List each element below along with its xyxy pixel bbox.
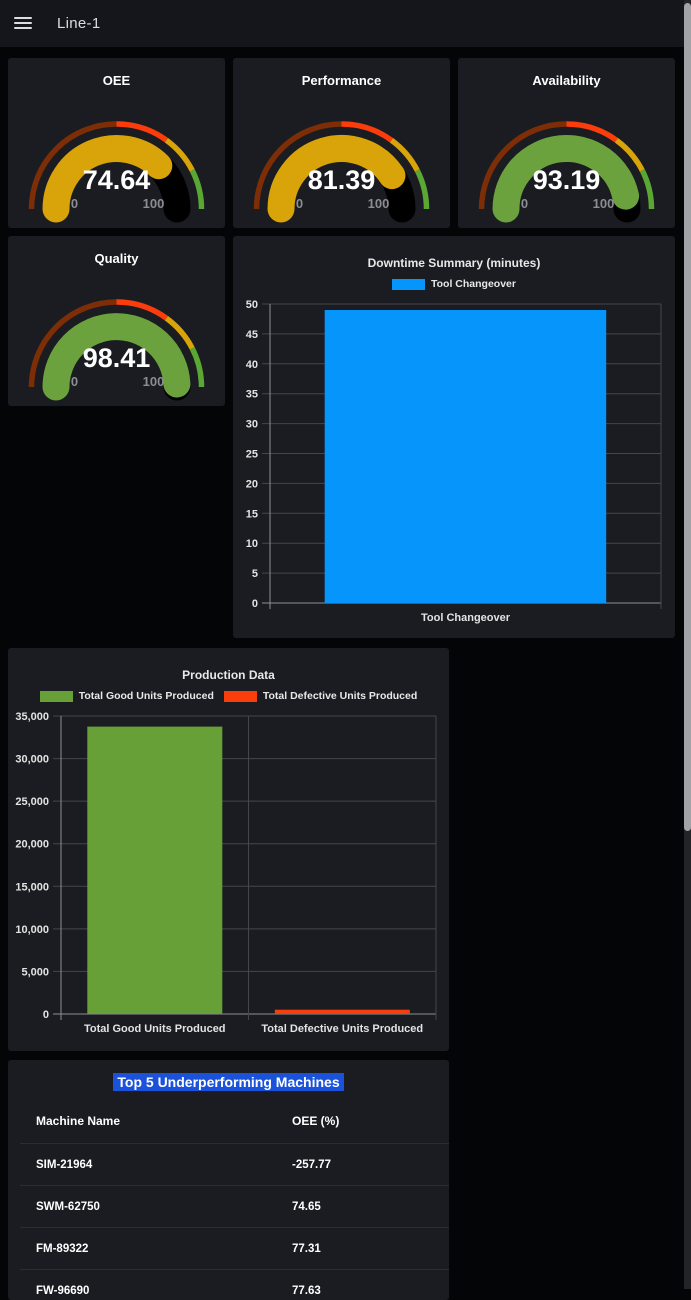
x-axis-category-label: Total Defective Units Produced [261, 1023, 423, 1035]
panel-performance-gauge: Performance 81.39 0 100 [233, 58, 450, 228]
legend-swatch [392, 279, 425, 290]
table-row: SIM-21964 -257.77 [20, 1144, 449, 1186]
availability-gauge: 93.19 0 100 [458, 108, 675, 228]
table-header-row: Machine Name OEE (%) [20, 1104, 449, 1144]
oee-value-cell: -257.77 [276, 1144, 449, 1186]
quality-gauge: 98.41 0 100 [8, 286, 225, 406]
panel-title-availability[interactable]: Availability [458, 73, 675, 88]
table-row: FM-89322 77.31 [20, 1228, 449, 1270]
machine-name-cell: SIM-21964 [20, 1144, 276, 1186]
y-axis-tick-label: 25,000 [15, 796, 49, 808]
legend-label: Tool Changeover [431, 278, 516, 290]
panel-availability-gauge: Availability 93.19 0 100 [458, 58, 675, 228]
y-axis-tick-label: 10,000 [15, 924, 49, 936]
oee-gauge: 74.64 0 100 [8, 108, 225, 228]
panel-title-quality[interactable]: Quality [8, 251, 225, 266]
gauge-max-label: 100 [143, 374, 165, 389]
y-axis-tick-label: 20 [246, 478, 258, 490]
y-axis-tick-label: 5 [252, 568, 258, 580]
panel-production-data: 0 5,000 10,000 15,000 20,000 25,000 30,000 35,0… [8, 648, 449, 1051]
gauge-threshold-arc [192, 170, 201, 209]
gauge-value: 81.39 [308, 165, 376, 195]
gauge-min-label: 0 [296, 196, 303, 211]
panel-title-performance[interactable]: Performance [233, 73, 450, 88]
y-axis-tick-label: 15 [246, 508, 258, 520]
y-axis-tick-label: 35,000 [15, 711, 49, 723]
panel-oee-gauge: OEE 74.64 0 100 [8, 58, 225, 228]
table-title: Top 5 Underperforming Machines [113, 1073, 343, 1091]
production-legend: Total Good Units Produced Total Defective… [8, 690, 449, 702]
column-header-machine-name: Machine Name [20, 1104, 276, 1144]
gauge-value: 74.64 [83, 165, 151, 195]
oee-value-cell: 77.31 [276, 1228, 449, 1270]
y-axis-tick-label: 25 [246, 449, 258, 461]
gauge-value: 93.19 [533, 165, 601, 195]
gauge-threshold-arc [192, 348, 201, 387]
y-axis-tick-label: 5,000 [21, 966, 49, 978]
gauge-max-label: 100 [593, 196, 615, 211]
page-scrollbar-thumb[interactable] [684, 3, 691, 831]
y-axis-tick-label: 15,000 [15, 881, 49, 893]
gauge-max-label: 100 [368, 196, 390, 211]
y-axis-tick-label: 0 [252, 598, 258, 610]
top-nav-bar: Line-1 [0, 0, 691, 47]
panel-downtime-summary: 0 5 10 15 20 25 30 35 40 45 50 Tool Changeover Down… [233, 236, 675, 638]
performance-gauge: 81.39 0 100 [233, 108, 450, 228]
y-axis-tick-label: 20,000 [15, 839, 49, 851]
y-axis-tick-label: 50 [246, 299, 258, 311]
chart-title-downtime: Downtime Summary (minutes) [233, 256, 675, 270]
hamburger-menu-icon[interactable] [14, 17, 32, 31]
gauge-value: 98.41 [83, 343, 151, 373]
bar [87, 727, 222, 1014]
y-axis-tick-label: 0 [43, 1009, 49, 1021]
gauge-min-label: 0 [71, 196, 78, 211]
table-row: SWM-62750 74.65 [20, 1186, 449, 1228]
bar [275, 1010, 410, 1014]
gauge-min-label: 0 [521, 196, 528, 211]
downtime-bar-chart: 0 5 10 15 20 25 30 35 40 45 50 Tool Changeover [233, 236, 675, 638]
y-axis-tick-label: 10 [246, 538, 258, 550]
y-axis-tick-label: 40 [246, 359, 258, 371]
legend-item[interactable]: Total Defective Units Produced [224, 690, 417, 702]
machine-name-cell: FM-89322 [20, 1228, 276, 1270]
gauge-threshold-arc [417, 170, 426, 209]
oee-value-cell: 77.63 [276, 1270, 449, 1300]
y-axis-tick-label: 45 [246, 329, 258, 341]
legend-label: Total Good Units Produced [79, 690, 214, 702]
y-axis-tick-label: 35 [246, 389, 258, 401]
legend-swatch [224, 691, 257, 702]
table-title-row: Top 5 Underperforming Machines [8, 1074, 449, 1092]
legend-item[interactable]: Total Good Units Produced [40, 690, 214, 702]
machine-name-cell: SWM-62750 [20, 1186, 276, 1228]
panel-underperforming-machines: Top 5 Underperforming Machines Machine N… [8, 1060, 449, 1300]
machines-table: Machine Name OEE (%) SIM-21964 -257.77 S… [20, 1104, 449, 1300]
panel-title-oee[interactable]: OEE [8, 73, 225, 88]
page-scrollbar-track[interactable] [684, 0, 691, 1289]
oee-value-cell: 74.65 [276, 1186, 449, 1228]
y-axis-tick-label: 30,000 [15, 754, 49, 766]
y-axis-tick-label: 30 [246, 419, 258, 431]
gauge-threshold-arc [642, 170, 651, 209]
legend-item[interactable]: Tool Changeover [392, 278, 516, 290]
x-axis-category-label: Total Good Units Produced [84, 1023, 226, 1035]
bar [325, 310, 607, 603]
panel-quality-gauge: Quality 98.41 0 100 [8, 236, 225, 406]
column-header-oee: OEE (%) [276, 1104, 449, 1144]
machine-name-cell: FW-96690 [20, 1270, 276, 1300]
table-row: FW-96690 77.63 [20, 1270, 449, 1300]
production-bar-chart: 0 5,000 10,000 15,000 20,000 25,000 30,000 35,0… [8, 648, 449, 1051]
x-axis-category-label: Tool Changeover [421, 612, 511, 624]
chart-title-production: Production Data [8, 668, 449, 682]
downtime-legend: Tool Changeover [233, 278, 675, 290]
dashboard-title[interactable]: Line-1 [57, 15, 101, 32]
gauge-min-label: 0 [71, 374, 78, 389]
gauge-max-label: 100 [143, 196, 165, 211]
legend-label: Total Defective Units Produced [263, 690, 417, 702]
legend-swatch [40, 691, 73, 702]
